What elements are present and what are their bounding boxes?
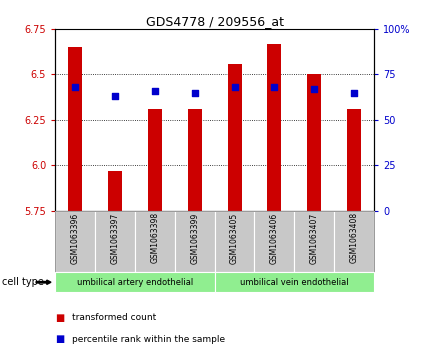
Bar bbox=[68, 47, 82, 211]
Text: cell type: cell type bbox=[2, 277, 44, 287]
Point bbox=[191, 90, 198, 95]
Point bbox=[231, 84, 238, 90]
Bar bbox=[108, 171, 122, 211]
Point bbox=[72, 84, 79, 90]
Text: GSM1063398: GSM1063398 bbox=[150, 212, 159, 264]
Bar bbox=[307, 74, 321, 211]
Bar bbox=[227, 64, 241, 211]
Bar bbox=[148, 109, 162, 211]
Text: GSM1063407: GSM1063407 bbox=[310, 212, 319, 264]
Point bbox=[351, 90, 357, 95]
Bar bbox=[347, 109, 361, 211]
Point bbox=[271, 84, 278, 90]
Text: GSM1063408: GSM1063408 bbox=[350, 212, 359, 264]
Bar bbox=[267, 44, 281, 211]
Point bbox=[112, 93, 119, 99]
Text: ■: ■ bbox=[55, 313, 65, 323]
Point bbox=[311, 86, 317, 92]
Text: GSM1063406: GSM1063406 bbox=[270, 212, 279, 264]
Text: GSM1063405: GSM1063405 bbox=[230, 212, 239, 264]
Text: ■: ■ bbox=[55, 334, 65, 344]
Text: percentile rank within the sample: percentile rank within the sample bbox=[72, 335, 225, 344]
Text: GSM1063399: GSM1063399 bbox=[190, 212, 199, 264]
Text: GSM1063396: GSM1063396 bbox=[71, 212, 79, 264]
Text: umbilical vein endothelial: umbilical vein endothelial bbox=[240, 278, 348, 287]
Text: umbilical artery endothelial: umbilical artery endothelial bbox=[77, 278, 193, 287]
Text: GSM1063397: GSM1063397 bbox=[110, 212, 119, 264]
Bar bbox=[188, 109, 202, 211]
Point bbox=[151, 88, 158, 94]
Text: transformed count: transformed count bbox=[72, 313, 156, 322]
Title: GDS4778 / 209556_at: GDS4778 / 209556_at bbox=[146, 15, 283, 28]
